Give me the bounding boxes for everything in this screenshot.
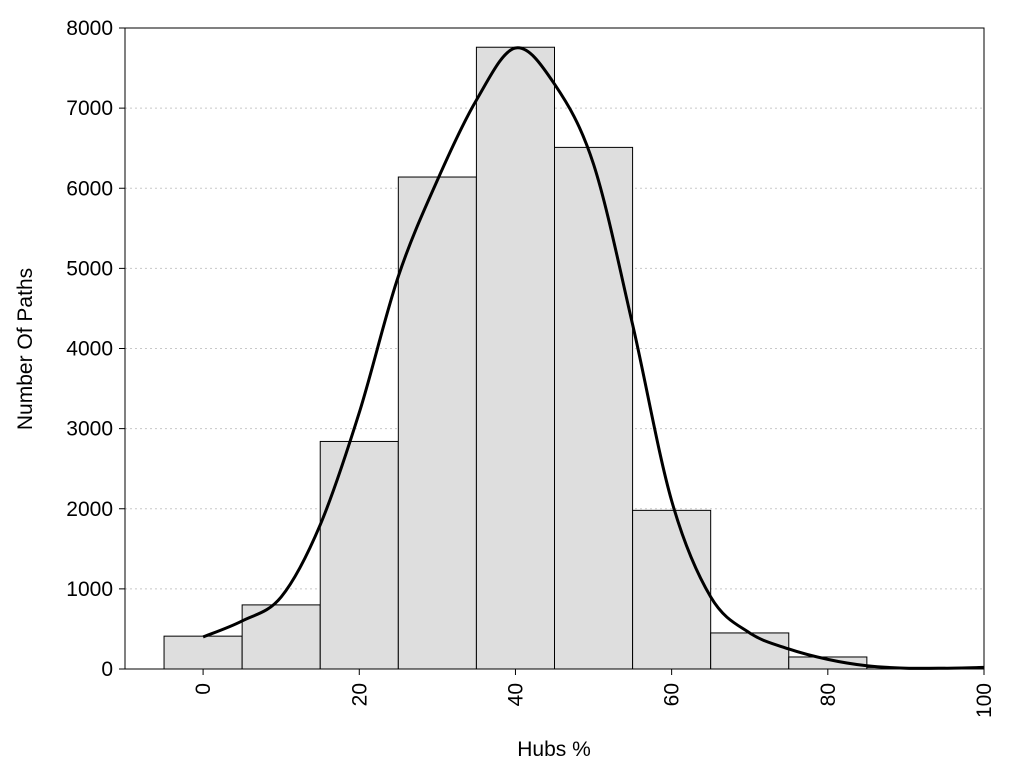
y-tick-label: 5000 [66, 257, 113, 280]
y-axis-label: Number Of Paths [14, 268, 37, 430]
histogram-bar [554, 146, 634, 670]
fit-curve [202, 46, 985, 670]
x-tick-label: 100 [973, 683, 996, 718]
y-tick-label: 0 [101, 658, 113, 681]
x-tick-label: 80 [817, 683, 840, 706]
y-tick-label: 2000 [66, 498, 113, 521]
x-axis-label: Hubs % [517, 738, 591, 761]
y-tick-label: 1000 [66, 578, 113, 601]
y-tick-label: 7000 [66, 97, 113, 120]
y-axis-ticks: 0 1000 2000 3000 4000 5000 6000 7000 8000 [66, 17, 125, 681]
histogram-bar [475, 46, 555, 670]
x-tick-label: 60 [661, 683, 684, 706]
x-tick-label: 0 [192, 683, 215, 695]
histogram-bar [163, 635, 243, 670]
y-tick-label: 3000 [66, 418, 113, 441]
grid-lines [125, 107, 984, 590]
x-tick-label: 40 [504, 683, 527, 706]
histogram-bars [163, 46, 946, 670]
histogram-bar [319, 440, 399, 670]
histogram-bar [397, 176, 477, 670]
x-tick-label: 20 [348, 683, 371, 706]
y-tick-label: 6000 [66, 177, 113, 200]
y-tick-label: 8000 [66, 17, 113, 40]
y-tick-label: 4000 [66, 338, 113, 361]
x-axis-ticks: 0 20 40 60 80 100 [192, 669, 996, 718]
histogram-bar [710, 632, 790, 670]
histogram-bar [632, 509, 712, 670]
